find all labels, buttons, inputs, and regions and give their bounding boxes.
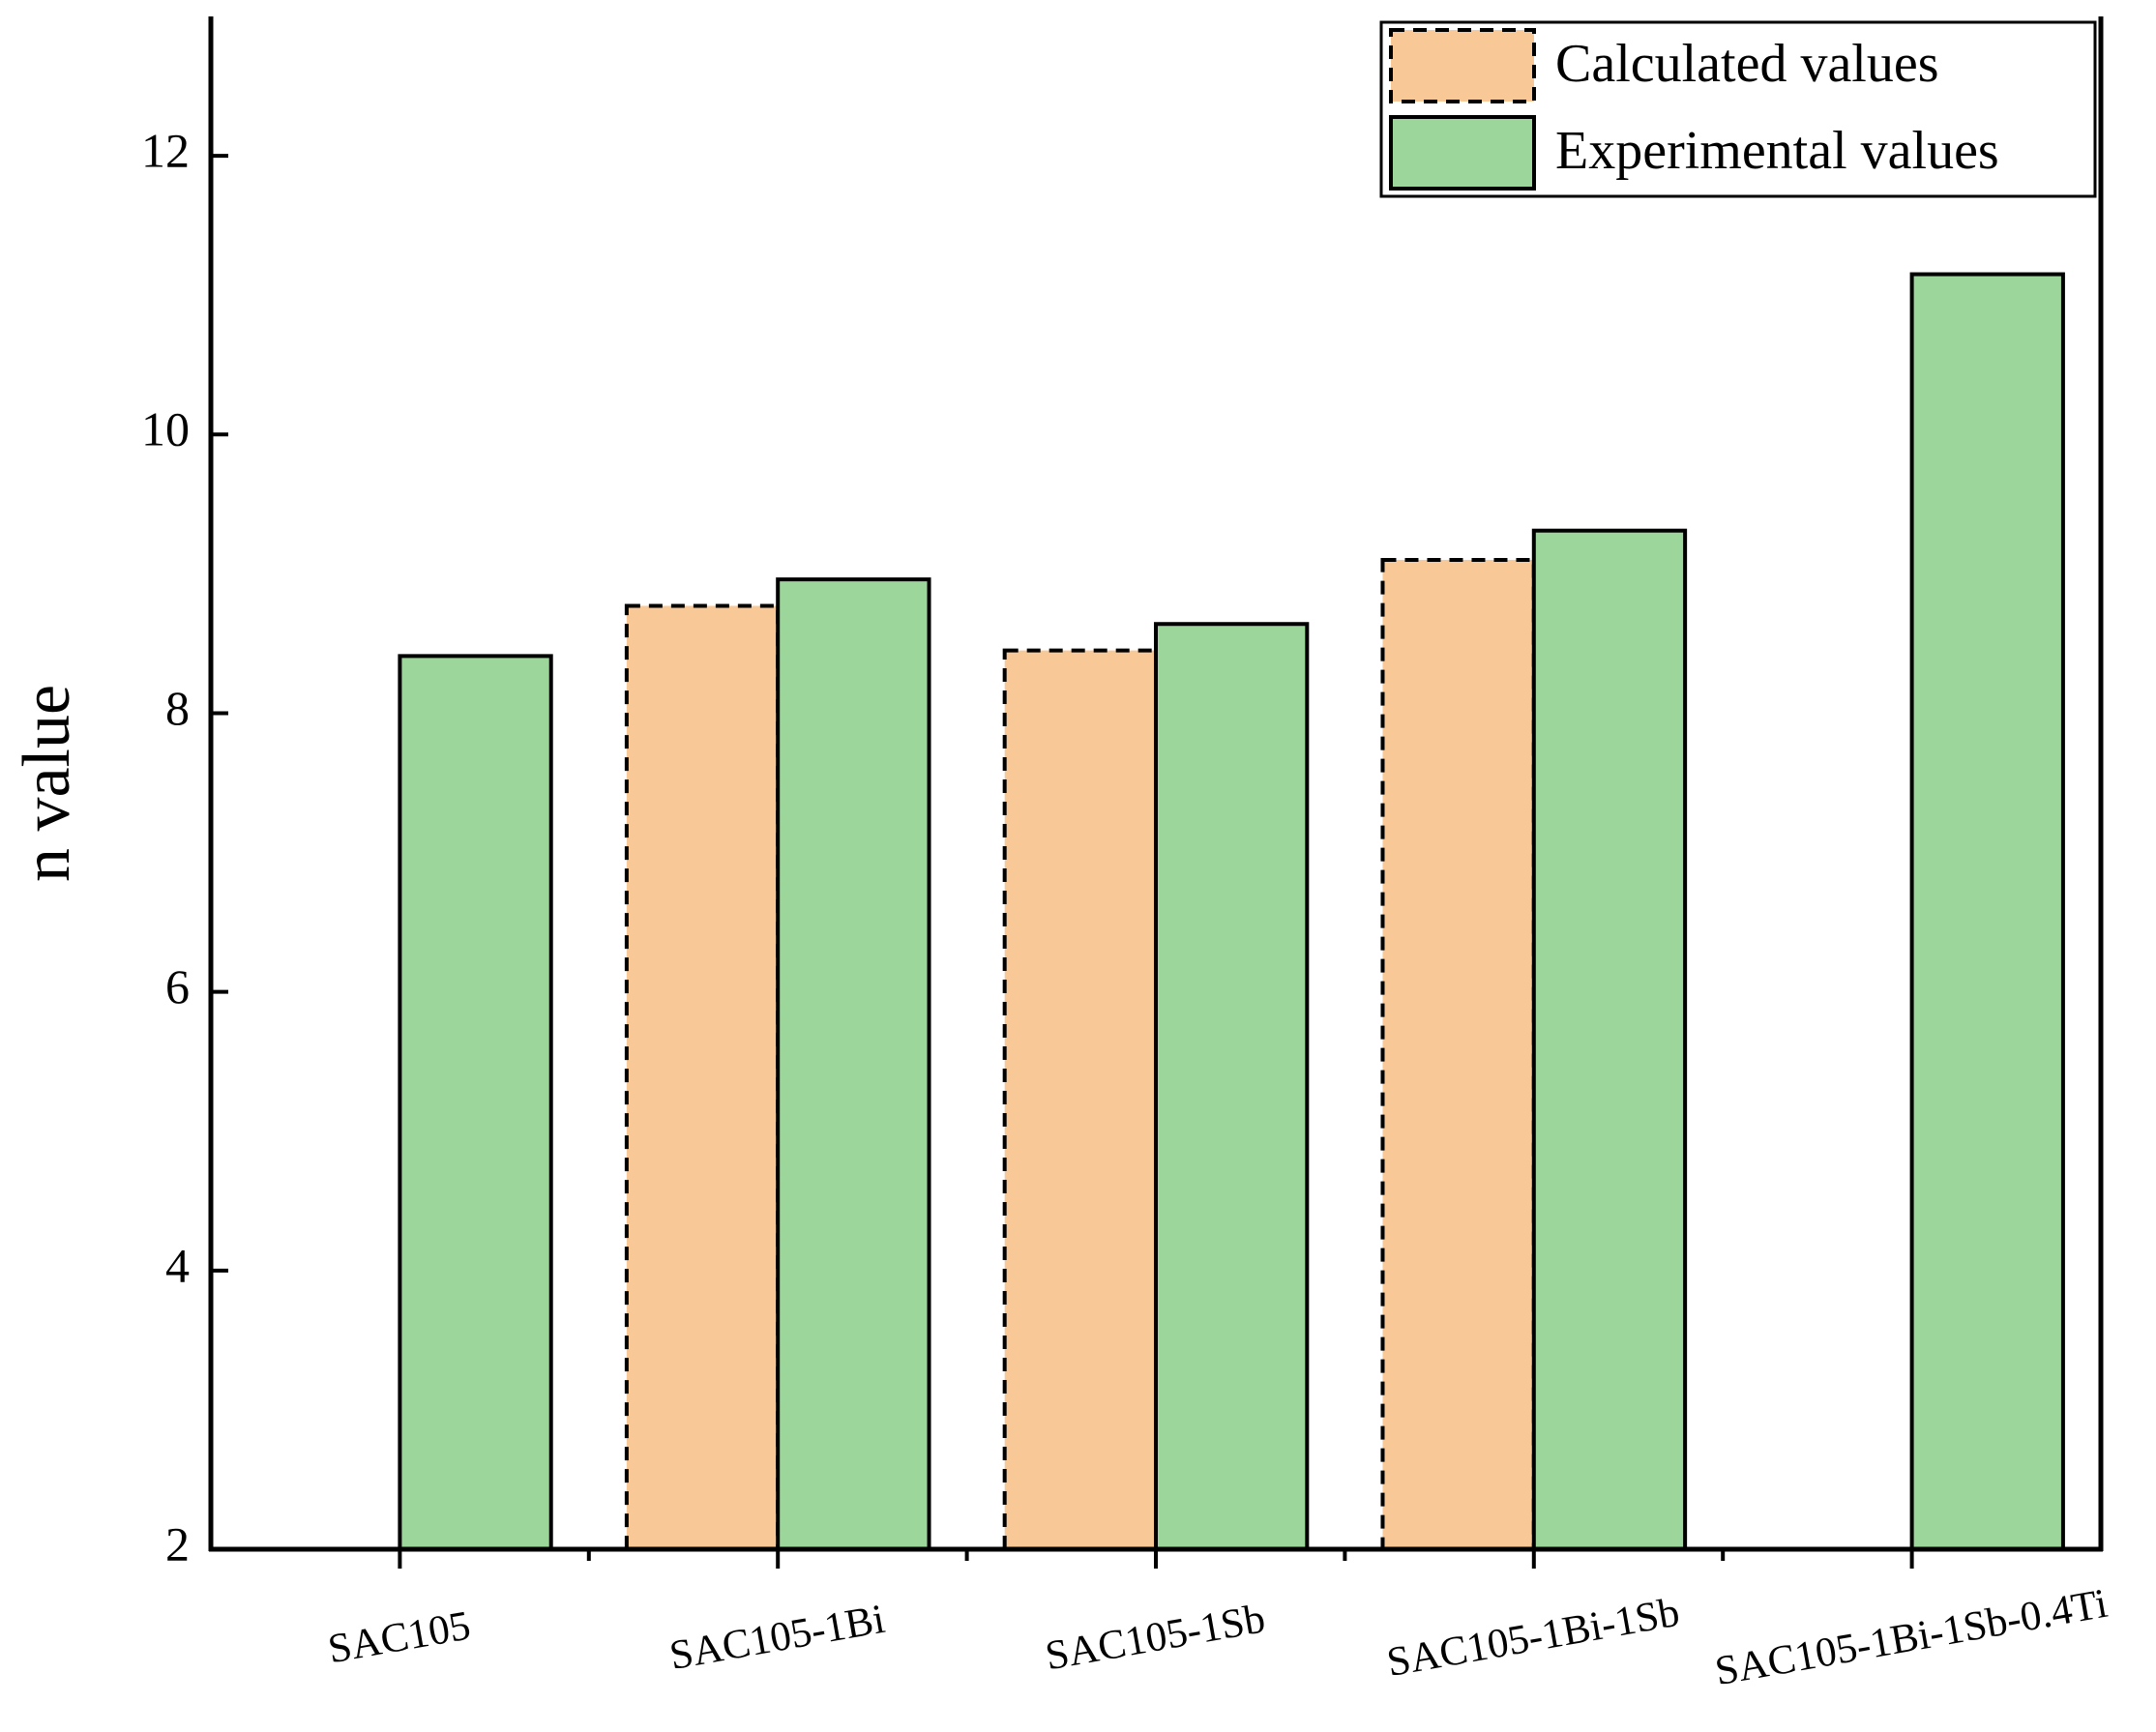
bar [1002,648,1159,1551]
x-tick-label: SAC105-1Bi [666,1597,888,1679]
bar [1380,557,1536,1551]
bar [1909,272,2065,1551]
bar [1531,528,1688,1551]
bar [624,603,781,1551]
x-tick-label: SAC105-1Bi-1Sb [1383,1590,1682,1686]
y-tick-label: 10 [141,402,190,456]
x-tick-label: SAC105-1Sb [1042,1596,1268,1679]
y-tick-label: 2 [165,1516,190,1571]
y-tick-label: 12 [141,124,190,178]
x-tick-label: SAC105 [325,1602,474,1672]
y-tick-label: 6 [165,959,190,1013]
legend-swatch [1389,115,1536,191]
bar [776,577,931,1551]
y-tick-label: 8 [165,681,190,735]
legend-label: Experimental values [1555,121,1999,181]
bar [1154,622,1310,1551]
legend-label: Calculated values [1555,34,1939,94]
y-axis-label: n value [10,685,84,882]
bar [398,654,553,1551]
legend-swatch [1389,28,1536,103]
x-tick-label: SAC105-1Bi-1Sb-0.4Ti [1712,1581,2112,1695]
y-tick-label: 4 [165,1238,190,1292]
